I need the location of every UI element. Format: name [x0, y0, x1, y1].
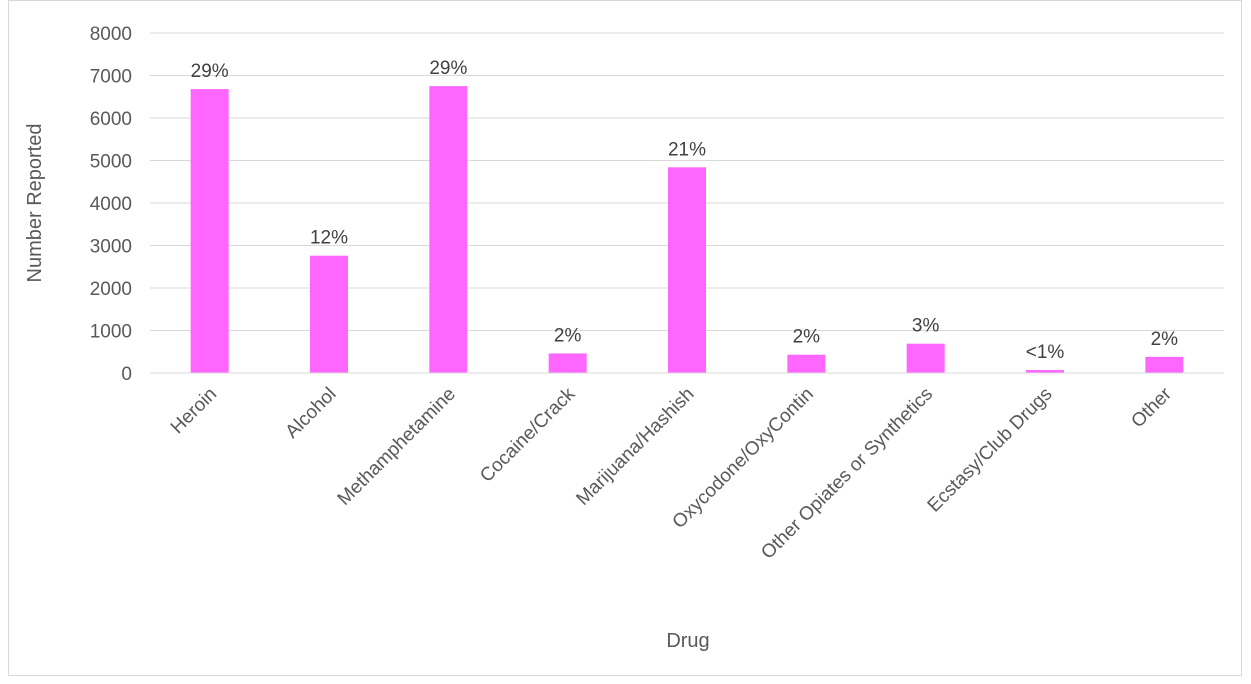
y-axis-title: Number Reported [24, 124, 46, 283]
data-labels: 29% 12% 29% 2% 21% 2% 3% <1% 2% [191, 58, 1179, 363]
x-tick-label: Cocaine/Crack [476, 383, 579, 486]
x-axis-title: Drug [666, 630, 709, 652]
bar [906, 343, 945, 373]
x-tick-label: Ecstasy/Club Drugs [924, 384, 1057, 517]
bar [668, 167, 706, 373]
y-tick-label: 8000 [90, 24, 132, 45]
data-label: 21% [668, 139, 706, 160]
y-tick-label: 4000 [90, 194, 132, 215]
bars [190, 86, 1184, 373]
bar [429, 86, 468, 373]
bar [190, 89, 229, 373]
data-label: 2% [793, 327, 821, 348]
data-label: 29% [191, 61, 229, 82]
bar [548, 353, 587, 373]
x-tick-label: Methamphetamine [334, 384, 460, 510]
bar [1026, 370, 1064, 373]
x-tick-label: Alcohol [282, 384, 341, 443]
bar [310, 255, 348, 373]
x-tick-label: Heroin [167, 384, 221, 438]
bar [787, 354, 826, 373]
data-label: <1% [1026, 342, 1065, 363]
y-tick-label: 6000 [90, 109, 132, 130]
y-tick-label: 1000 [90, 322, 132, 343]
x-tick-label: Marijuana/Hashish [572, 384, 698, 510]
data-label: 29% [429, 58, 467, 79]
data-label: 3% [912, 316, 940, 337]
y-tick-label: 7000 [90, 67, 132, 88]
data-label: 2% [1151, 329, 1179, 350]
y-tick-label: 5000 [90, 152, 132, 173]
bar [1145, 356, 1184, 373]
data-label: 12% [310, 228, 348, 249]
data-label: 2% [554, 325, 582, 346]
y-tick-label: 3000 [90, 237, 132, 258]
x-tick-label: Other [1127, 383, 1176, 432]
y-axis-ticks: 0 1000 2000 3000 4000 5000 6000 7000 8000 [90, 24, 132, 385]
y-tick-label: 2000 [90, 279, 132, 300]
y-tick-label: 0 [121, 364, 132, 385]
